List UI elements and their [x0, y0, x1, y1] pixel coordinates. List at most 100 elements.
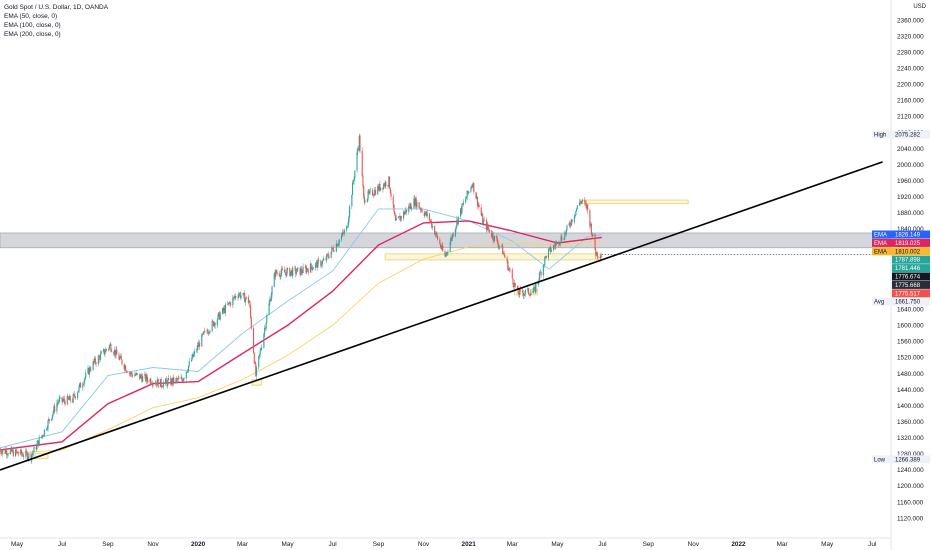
candle-body — [12, 449, 14, 457]
candle-body — [513, 284, 515, 287]
ema200-legend[interactable]: EMA (200, close, 0) — [4, 31, 61, 38]
candle-body — [466, 190, 468, 198]
candle-body — [316, 261, 318, 268]
candle-body — [51, 414, 54, 419]
candle-body — [493, 235, 496, 242]
candle-body — [513, 282, 516, 287]
candle-body — [518, 293, 520, 296]
time-tick-label: Nov — [688, 541, 700, 548]
candle-body — [109, 344, 111, 346]
candle-body — [10, 447, 12, 451]
price-tick-label: 1280.000 — [897, 451, 924, 458]
candle-body — [408, 205, 410, 213]
candle-body — [589, 210, 591, 227]
candle-body — [266, 315, 268, 323]
time-tick-label: May — [282, 541, 295, 548]
candle-body — [502, 252, 504, 255]
candle-body — [17, 451, 19, 454]
candle-body — [63, 398, 65, 402]
candle-body — [279, 275, 281, 277]
candle-body — [586, 204, 588, 208]
candle-body — [141, 377, 143, 382]
candle-body — [207, 331, 209, 334]
candle-body — [217, 314, 219, 320]
candle-body — [377, 186, 379, 195]
candle-body — [525, 289, 527, 294]
candle-body — [156, 382, 158, 386]
candle-body — [37, 440, 39, 444]
time-tick-label: Jul — [868, 541, 876, 548]
candle-body — [558, 241, 560, 245]
candle-body — [234, 296, 236, 298]
price-tag-value: 1776.674 — [895, 275, 921, 281]
candle-body — [385, 182, 387, 187]
candle-body — [22, 454, 24, 457]
candle-body — [539, 272, 541, 281]
price-tag: Low 1266.389 — [872, 455, 930, 464]
candle-body — [338, 239, 340, 244]
candle-body — [48, 419, 51, 421]
price-tag-key: Low — [874, 457, 886, 463]
candle-body — [301, 268, 303, 273]
candle-body — [472, 182, 474, 188]
candle-body — [578, 202, 581, 206]
candle-body — [145, 374, 147, 381]
price-axis[interactable]: 1120.000 1160.000 1200.000 1240.000 1280.000… — [872, 0, 930, 550]
candle-body — [37, 440, 39, 446]
candle-body — [301, 272, 303, 274]
candle-body — [64, 401, 66, 405]
candle-body — [561, 236, 563, 240]
candle-body — [547, 249, 550, 258]
candle-body — [63, 398, 65, 401]
candle-body — [11, 447, 13, 452]
time-axis[interactable]: May Jul Sep Nov 2020 Mar May Jul Sep Nov 2021 Mar Ma… — [0, 537, 890, 548]
time-tick-label: Sep — [102, 541, 114, 548]
candle-body — [563, 238, 565, 240]
candle-body — [99, 353, 102, 360]
plot-area[interactable] — [0, 133, 891, 471]
candle-body — [530, 292, 532, 296]
candle-body — [68, 396, 71, 400]
candle-body — [414, 198, 416, 206]
candle-body — [482, 214, 484, 224]
candle-body — [585, 202, 587, 208]
candle-body — [566, 225, 568, 230]
candle-body — [240, 295, 242, 298]
candle-body — [465, 198, 467, 203]
price-tag: 1781.446 — [892, 264, 930, 273]
candle-body — [343, 230, 346, 234]
ema100-legend[interactable]: EMA (100, close, 0) — [4, 22, 61, 29]
candle-body — [295, 272, 297, 274]
symbol-title[interactable]: Gold Spot / U.S. Dollar, 1D, OANDA — [4, 4, 109, 11]
candle-body — [286, 269, 288, 277]
candle-body — [6, 454, 8, 456]
candle-body — [473, 182, 475, 193]
candle-body — [213, 321, 215, 327]
candle-body — [403, 211, 405, 219]
candle-body — [574, 215, 576, 217]
ema50-legend[interactable]: EMA (50, close, 0) — [4, 13, 58, 20]
candle-body — [275, 270, 277, 277]
candle-body — [170, 378, 173, 385]
candle-body — [389, 188, 391, 194]
candle-body — [93, 361, 95, 363]
candle-body — [116, 349, 118, 355]
candle-body — [326, 254, 329, 255]
candle-body — [108, 348, 110, 350]
price-tag-key-bg — [872, 130, 892, 139]
candle-body — [476, 196, 478, 199]
candle-body — [372, 190, 374, 196]
candle-body — [348, 216, 350, 223]
candle-body — [424, 213, 426, 216]
candle-body — [20, 449, 22, 455]
candle-body — [175, 378, 177, 383]
candle-body — [289, 271, 292, 276]
candle-body — [182, 379, 184, 382]
candle-body — [327, 254, 329, 257]
price-tag-bg — [892, 455, 930, 464]
candle-body — [54, 406, 56, 412]
candle-body — [322, 260, 324, 261]
candle-body — [284, 269, 286, 273]
candle-body — [165, 378, 167, 383]
